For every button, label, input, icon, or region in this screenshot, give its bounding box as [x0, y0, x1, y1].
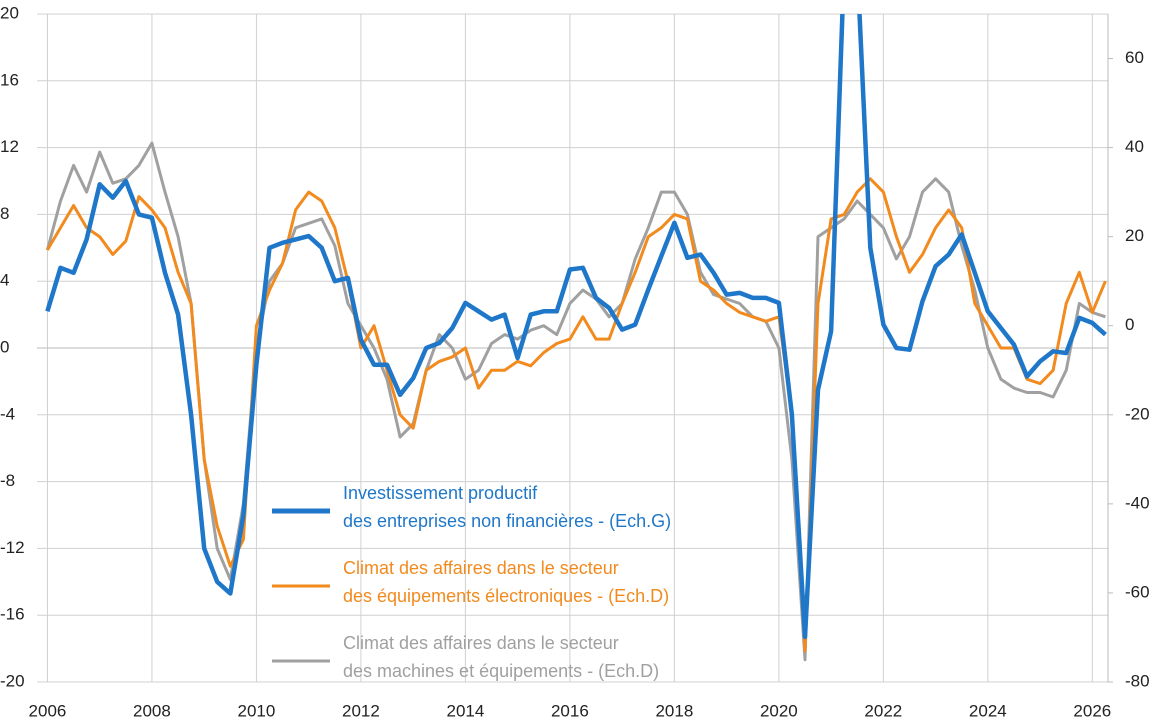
y-tick-label: 0 — [0, 337, 9, 356]
series-line — [45, 14, 1107, 640]
y2-tick-label: -80 — [1125, 671, 1150, 690]
x-tick-label: 2018 — [655, 701, 693, 720]
legend-label: Investissement productif des entreprises… — [343, 483, 672, 531]
y2-tick-label: 60 — [1125, 48, 1144, 67]
y2-tick-label: 0 — [1125, 315, 1134, 334]
x-tick-label: 2010 — [238, 701, 276, 720]
y-tick-label: -12 — [0, 538, 25, 557]
x-tick-label: 2022 — [864, 701, 902, 720]
y2-tick-label: 20 — [1125, 226, 1144, 245]
y2-tick-label: -40 — [1125, 493, 1150, 512]
y-tick-label: 4 — [0, 271, 9, 290]
y-tick-label: 16 — [0, 70, 19, 89]
y2-tick-label: 40 — [1125, 137, 1144, 156]
y-tick-label: -4 — [0, 404, 15, 423]
y-tick-label: 12 — [0, 137, 19, 156]
x-tick-label: 2016 — [551, 701, 589, 720]
y-tick-label: -20 — [0, 671, 25, 690]
x-tick-label: 2006 — [29, 701, 67, 720]
x-tick-label: 2026 — [1073, 701, 1111, 720]
x-tick-label: 2008 — [133, 701, 171, 720]
legend-label: Climat des affaires dans le secteur des … — [343, 558, 670, 606]
y2-tick-label: -20 — [1125, 404, 1150, 423]
x-tick-label: 2024 — [969, 701, 1007, 720]
x-tick-label: 2012 — [342, 701, 380, 720]
y-tick-label: -16 — [0, 605, 25, 624]
y-tick-label: 20 — [0, 3, 19, 22]
y-tick-label: 8 — [0, 204, 9, 223]
plot-area — [45, 14, 1107, 662]
legend-label: Climat des affaires dans le secteur des … — [343, 633, 660, 681]
series-line — [46, 177, 1107, 653]
y-tick-label: -8 — [0, 471, 15, 490]
series-line — [45, 141, 1106, 662]
x-tick-label: 2020 — [760, 701, 798, 720]
y2-tick-label: -60 — [1125, 582, 1150, 601]
x-tick-label: 2014 — [446, 701, 484, 720]
